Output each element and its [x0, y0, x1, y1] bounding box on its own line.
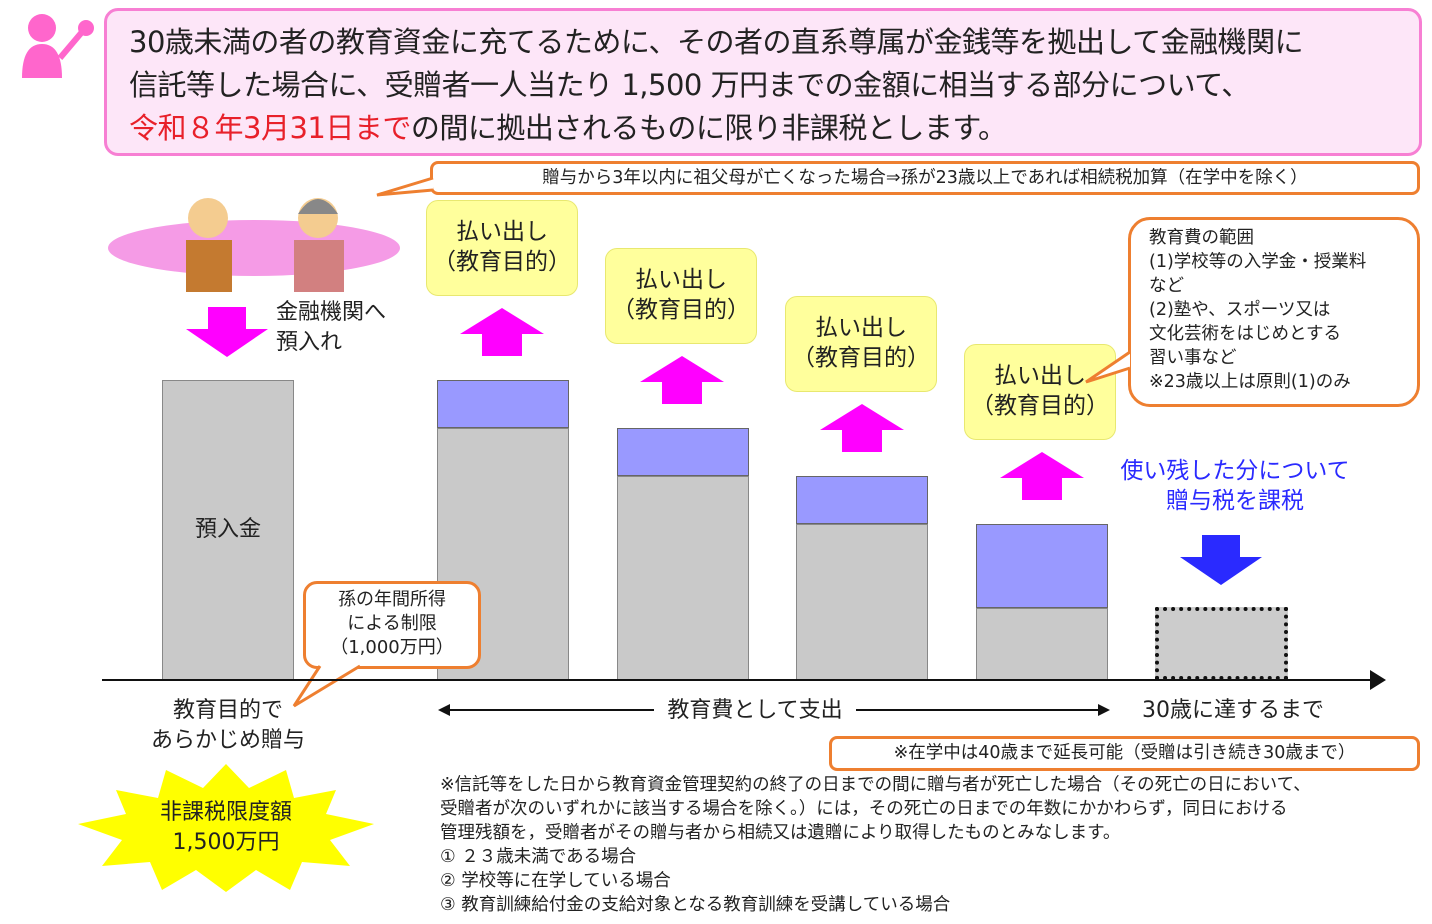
text-line: あらかじめ贈与	[150, 728, 305, 753]
withdrawal-bubble-3: 払い出し （教育目的）	[785, 296, 937, 392]
top-callout-text: 贈与から3年以内に祖父母が亡くなった場合⇒孫が23歳以上であれば相続税加算（在学…	[542, 168, 1308, 188]
text-line: （教育目的）	[612, 297, 750, 323]
text-line: 受贈者が次のいずれかに該当する場合を除く。）には，その死亡の日までの年数にかかわ…	[440, 799, 1288, 819]
headline-deadline: 令和８年3月31日まで	[129, 111, 411, 145]
axis-left-label: 教育目的であらかじめ贈与	[140, 696, 316, 756]
text-line: 払い出し	[815, 315, 907, 341]
text-line: 金融機関へ	[276, 300, 387, 325]
tax-arrow-icon	[1180, 535, 1262, 585]
text-line: ① ２３歳未満である場合	[440, 847, 637, 867]
balance-bar-4	[976, 608, 1108, 680]
text-line: 孫の年間所得	[338, 589, 446, 610]
callout-pointer	[376, 176, 434, 197]
deposit-label: 金融機関へ 預入れ	[276, 298, 386, 358]
limit-starburst	[78, 764, 374, 892]
text-line: 教育目的で	[172, 698, 283, 723]
withdrawal-bubble-2: 払い出し （教育目的）	[605, 248, 757, 344]
presenter-icon	[22, 14, 94, 78]
text-line: (1)学校等の入学金・授業料	[1149, 252, 1367, 272]
text-line: による制限	[347, 613, 437, 634]
withdrawal-arrow-icon	[640, 356, 724, 404]
axis-middle-label: 教育費として支出	[667, 698, 843, 723]
text-line: （教育目的）	[433, 249, 571, 275]
text-line: 払い出し	[456, 219, 548, 245]
extension-note: ※在学中は40歳まで延長可能（受贈は引き続き30歳まで）	[829, 736, 1420, 771]
text-line: 文化芸術をはじめとする	[1149, 324, 1341, 344]
withdrawal-arrow-icon	[1000, 452, 1084, 500]
deposit-arrow-icon	[186, 307, 268, 357]
text-line: 教育費の範囲	[1149, 228, 1254, 248]
text-line: ③ 教育訓練給付金の支給対象となる教育訓練を受講している場合	[440, 895, 951, 915]
balance-bar-3	[796, 524, 928, 680]
text-line: 払い出し	[994, 363, 1086, 389]
text-line: （教育目的）	[792, 345, 930, 371]
education-scope-callout: 教育費の範囲 (1)学校等の入学金・授業料 など (2)塾や、スポーツ又は 文化芸術をは…	[1128, 217, 1420, 407]
remaining-balance-box	[1155, 607, 1288, 680]
text-line: ② 学校等に在学している場合	[440, 871, 671, 891]
text-line: (2)塾や、スポーツ又は	[1149, 300, 1331, 320]
deposit-bar: 預入金	[162, 380, 294, 680]
text-line: など	[1149, 276, 1184, 296]
headline-line3: の間に拠出されるものに限り非課税とします。	[410, 111, 1007, 145]
text-line: （教育目的）	[971, 393, 1109, 419]
headline-box: 30歳未満の者の教育資金に充てるために、その者の直系尊属が金銭等を拠出して金融機…	[104, 8, 1422, 156]
remainder-tax-label: 使い残した分について 贈与税を課税	[1110, 456, 1360, 516]
withdrawal-bubble-4: 払い出し （教育目的）	[964, 344, 1116, 440]
text-line: 払い出し	[635, 267, 727, 293]
headline-line1: 30歳未満の者の教育資金に充てるために、その者の直系尊属が金銭等を拠出して金融機…	[129, 25, 1304, 59]
footnote: ※信託等をした日から教育資金管理契約の終了の日までの間に贈与者が死亡した場合（そ…	[440, 773, 1430, 917]
withdrawal-segment-1	[437, 380, 569, 428]
top-callout: 贈与から3年以内に祖父母が亡くなった場合⇒孫が23歳以上であれば相続税加算（在学…	[430, 161, 1420, 195]
balance-bar-2	[617, 476, 749, 680]
text-line: 贈与税を課税	[1166, 488, 1304, 514]
text-line: ※23歳以上は原則(1)のみ	[1149, 372, 1351, 392]
withdrawal-arrow-icon	[820, 404, 904, 452]
text-line: （1,000万円）	[330, 637, 454, 658]
text-line: 非課税限度額	[159, 800, 292, 825]
headline-line2: 信託等した場合に、受贈者一人当たり 1,500 万円までの金額に相当する部分につ…	[129, 68, 1250, 102]
text-line: 預入金	[194, 517, 261, 542]
grandparents-illustration	[108, 198, 400, 292]
callout-pointer	[1085, 350, 1131, 384]
text-line: 1,500万円	[172, 830, 280, 855]
withdrawal-segment-4	[976, 524, 1108, 608]
text-line: 管理残額を，受贈者がその贈与者から相続又は遺贈により取得したものとみなします。	[440, 823, 1121, 843]
text-line: 使い残した分について	[1120, 458, 1350, 484]
withdrawal-bubble-1: 払い出し （教育目的）	[426, 200, 578, 296]
limit-badge-text: 非課税限度額 1,500万円	[120, 798, 332, 858]
text-line: 預入れ	[276, 330, 343, 355]
time-axis	[102, 670, 1386, 690]
withdrawal-arrow-icon	[460, 308, 544, 356]
spending-range-arrow	[438, 704, 1110, 716]
text-line: 習い事など	[1149, 348, 1237, 368]
text-line: ※在学中は40歳まで延長可能（受贈は引き続き30歳まで）	[893, 743, 1356, 763]
withdrawal-segment-3	[796, 476, 928, 524]
axis-right-label: 30歳に達するまで	[1142, 698, 1324, 723]
text-line: ※信託等をした日から教育資金管理契約の終了の日までの間に贈与者が死亡した場合（そ…	[440, 775, 1311, 795]
income-limit-callout: 孫の年間所得 による制限 （1,000万円）	[303, 581, 481, 669]
withdrawal-segment-2	[617, 428, 749, 476]
